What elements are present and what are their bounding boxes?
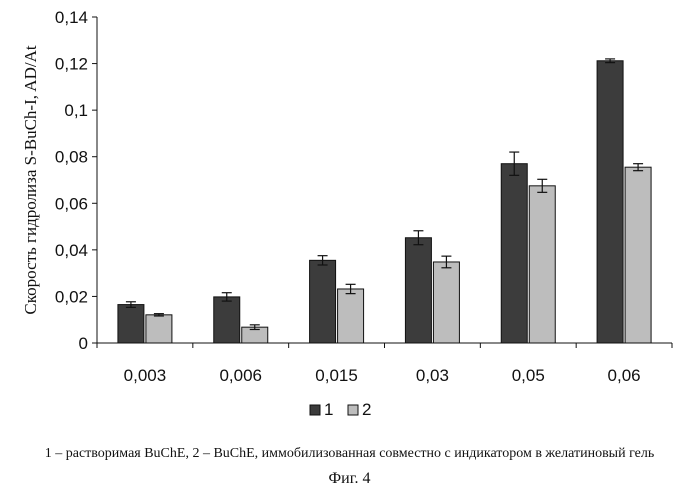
y-tick-label: 0,08 [55,148,88,167]
x-tick-label: 0,006 [219,366,262,385]
bar-series-1 [310,260,336,343]
bar-series-2 [433,262,459,343]
x-tick-label: 0,06 [608,366,641,385]
bar-series-2 [338,289,364,343]
y-tick-label: 0,1 [64,101,88,120]
y-tick-label: 0,02 [55,287,88,306]
y-tick-label: 0,12 [55,55,88,74]
bar-series-1 [501,164,527,343]
y-tick-label: 0,06 [55,194,88,213]
bar-series-1 [597,61,623,343]
y-tick-label: 0 [79,334,88,353]
y-tick-label: 0,14 [55,8,88,27]
x-tick-label: 0,015 [315,366,358,385]
bar-series-1 [405,238,431,343]
bar-series-2 [625,167,651,343]
legend-swatch-2 [348,405,358,415]
legend-swatch-1 [310,405,320,415]
y-axis-label: Скорость гидролиза S-BuCh-I, AD/At [21,45,40,314]
x-tick-label: 0,003 [124,366,167,385]
bar-series-1 [214,297,240,343]
bar-series-1 [118,305,144,343]
legend-label-2: 2 [362,400,371,419]
bar-chart: 0 0,02 0,04 0,06 0,08 0,1 0,12 0,14 0,003 0,006 0,… [0,0,699,440]
y-tick-label: 0,04 [55,241,88,260]
x-tick-label: 0,03 [416,366,449,385]
figure-caption: 1 – растворимая BuChE, 2 – BuChE, иммоби… [0,446,699,462]
figure-label: Фиг. 4 [0,470,699,488]
bar-series-2 [529,186,555,343]
x-tick-label: 0,05 [512,366,545,385]
bar-series-2 [146,315,172,343]
legend-label-1: 1 [324,400,333,419]
